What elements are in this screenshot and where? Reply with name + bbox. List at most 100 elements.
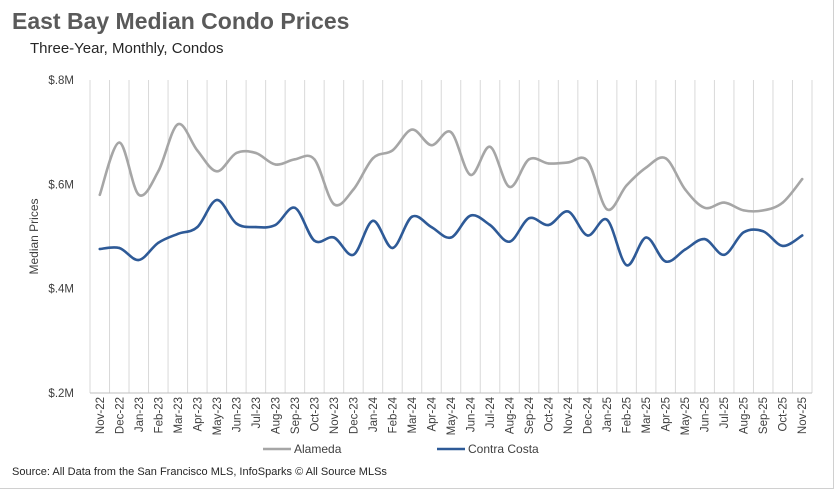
data-point [391, 149, 394, 152]
data-point [469, 173, 472, 177]
chart-title: East Bay Median Condo Prices [12, 8, 350, 34]
y-tick-label: $.4M [48, 284, 74, 296]
y-tick-label: $.8M [48, 75, 74, 87]
data-point [644, 166, 648, 169]
x-tick-label: Mar-24 [407, 396, 419, 433]
data-point [313, 158, 316, 161]
data-point [547, 162, 550, 165]
x-tick-label: Nov-22 [95, 397, 107, 434]
data-point [605, 218, 609, 221]
series-line-alameda [98, 122, 804, 213]
y-tick-label: $.2M [48, 388, 74, 400]
data-point [625, 264, 628, 267]
x-tick-label: Mar-23 [173, 397, 185, 433]
data-point [781, 201, 784, 204]
data-point [410, 128, 414, 131]
data-point [723, 201, 726, 204]
data-point [98, 193, 102, 196]
x-tick-label: Jun-23 [231, 397, 243, 432]
data-point [118, 141, 121, 144]
data-point [566, 210, 570, 213]
data-point [723, 253, 726, 256]
x-tick-label: Nov-24 [563, 396, 575, 434]
data-point [625, 184, 628, 187]
data-point [703, 206, 706, 209]
data-point [762, 230, 765, 233]
data-point [157, 241, 160, 244]
data-point [215, 170, 218, 173]
x-tick-label: Dec-22 [114, 397, 126, 434]
data-point [137, 258, 140, 262]
data-point [313, 239, 316, 242]
series-lines [98, 122, 804, 267]
series-points-alameda [98, 123, 804, 212]
x-tick-label: Mar-25 [641, 397, 653, 433]
data-point [449, 131, 453, 134]
x-tick-label: May-23 [212, 397, 224, 435]
x-tick-label: Jun-24 [466, 396, 478, 432]
data-point [352, 188, 355, 191]
data-point [274, 163, 277, 166]
data-point [157, 170, 160, 173]
x-axis: Nov-22 Dec-22 Jan-23 Feb-23 Mar-23 Apr-23 May-… [90, 392, 812, 435]
x-tick-label: Aug-23 [270, 397, 282, 434]
x-tick-label: Apr-25 [661, 397, 673, 432]
data-point [762, 209, 765, 212]
data-point [371, 157, 375, 160]
data-point [684, 248, 687, 251]
data-point [586, 234, 589, 237]
data-point [605, 208, 609, 211]
data-point [801, 177, 804, 181]
vertical-gridlines [89, 80, 813, 393]
data-point [508, 185, 511, 189]
x-tick-label: Nov-25 [797, 397, 809, 434]
x-tick-label: Dec-23 [348, 397, 360, 434]
data-point [430, 144, 433, 147]
x-tick-label: Nov-23 [329, 397, 341, 434]
data-point [644, 236, 648, 239]
data-point [742, 209, 745, 212]
x-tick-label: Feb-23 [153, 397, 165, 433]
x-tick-label: Oct-25 [778, 397, 790, 432]
x-tick-label: Feb-25 [622, 397, 634, 433]
data-point [254, 225, 258, 229]
x-tick-label: Jul-23 [251, 397, 263, 428]
data-point [430, 225, 433, 229]
y-tick-label: $.6M [48, 179, 74, 191]
data-point [254, 151, 258, 155]
x-tick-label: Apr-23 [192, 397, 204, 432]
data-point [449, 236, 453, 239]
x-tick-label: Sep-25 [758, 397, 770, 434]
x-tick-label: May-24 [446, 396, 458, 435]
data-point [235, 151, 238, 155]
x-tick-label: Oct-23 [309, 397, 321, 432]
x-tick-label: Sep-24 [524, 396, 536, 434]
data-point [508, 240, 511, 243]
x-tick-label: Apr-24 [426, 396, 438, 431]
data-point [566, 161, 570, 164]
x-tick-label: Aug-24 [505, 396, 517, 434]
data-point [176, 123, 179, 126]
series-line-contra-costa [98, 198, 804, 267]
data-point [664, 260, 667, 263]
data-point [98, 247, 102, 251]
data-point [488, 145, 492, 148]
data-point [703, 237, 706, 241]
data-point [352, 253, 355, 256]
data-point [196, 149, 199, 152]
data-point [469, 214, 472, 217]
data-point [801, 234, 804, 237]
data-point [137, 193, 140, 196]
data-point [332, 236, 336, 239]
data-point [215, 198, 218, 202]
data-point [235, 222, 238, 225]
x-tick-label: Feb-24 [387, 396, 399, 433]
data-point [781, 244, 784, 248]
data-point [176, 232, 179, 236]
x-tick-label: Dec-24 [583, 396, 595, 434]
data-point [274, 223, 277, 227]
x-tick-label: Jun-25 [700, 397, 712, 432]
data-point [118, 246, 121, 250]
x-tick-label: Aug-25 [739, 397, 751, 434]
